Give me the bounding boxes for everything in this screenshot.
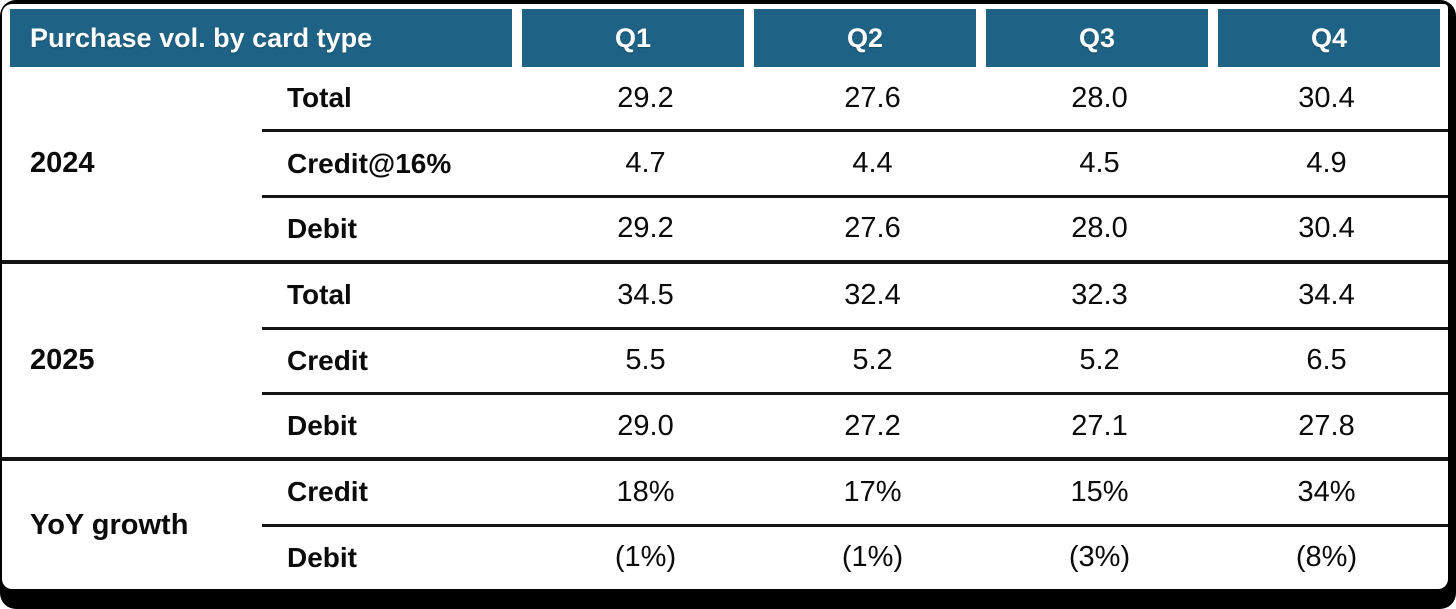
year-group-2024: 2024 Total 29.2 27.6 28.0 30.4 Credit@16…: [2, 67, 1448, 260]
cell-value: 27.6: [844, 212, 901, 245]
column-header-q2: Q2: [754, 9, 976, 67]
table-row: Debit 29.2 27.6 28.0 30.4: [262, 194, 1448, 260]
row-label: Debit: [287, 212, 357, 244]
cell-value: 29.0: [617, 409, 674, 442]
cell-value: (3%): [1068, 541, 1131, 574]
table-row: Credit 18% 17% 15% 34%: [262, 461, 1448, 523]
cell-value: 30.4: [1298, 212, 1355, 245]
table-body: 2024 Total 29.2 27.6 28.0 30.4 Credit@16…: [2, 67, 1448, 589]
table-row: Debit (1%) (1%) (3%) (8%): [262, 523, 1448, 589]
cell-value: 18%: [616, 475, 675, 508]
group-rows: Total 34.5 32.4 32.3 34.4 Credit 5.5 5.2…: [262, 264, 1448, 457]
cell-value: (1%): [614, 541, 677, 574]
table-row: Credit 5.5 5.2 5.2 6.5: [262, 326, 1448, 392]
cell-value: 34.4: [1298, 278, 1355, 311]
row-label: Debit: [287, 541, 357, 573]
cell-value: 29.2: [617, 212, 674, 245]
cell-value: 4.9: [1306, 147, 1347, 180]
year-group-2025: 2025 Total 34.5 32.4 32.3 34.4 Credit 5.…: [2, 260, 1448, 457]
cell-value: 27.2: [844, 409, 901, 442]
cell-value: 4.5: [1079, 147, 1120, 180]
column-header-q3: Q3: [986, 9, 1208, 67]
table-row: Credit@16% 4.7 4.4 4.5 4.9: [262, 129, 1448, 194]
column-header-q4: Q4: [1218, 9, 1440, 67]
cell-value: 15%: [1070, 475, 1129, 508]
row-label: Credit@16%: [287, 147, 452, 179]
row-label: Total: [287, 279, 352, 311]
row-label: Credit: [287, 344, 368, 376]
cell-value: (1%): [841, 541, 904, 574]
table-row: Total 29.2 27.6 28.0 30.4: [262, 67, 1448, 129]
cell-value: (8%): [1295, 541, 1358, 574]
cell-value: 5.2: [852, 344, 893, 377]
row-label: Debit: [287, 410, 357, 442]
cell-value: 32.4: [844, 278, 901, 311]
table-card: Purchase vol. by card type Q1 Q2 Q3 Q4 2…: [2, 4, 1448, 589]
cell-value: 29.2: [617, 81, 674, 114]
cell-value: 27.6: [844, 81, 901, 114]
cell-value: 4.7: [625, 147, 666, 180]
cell-value: 17%: [843, 475, 902, 508]
cell-value: 27.8: [1298, 409, 1355, 442]
cell-value: 5.2: [1079, 344, 1120, 377]
cell-value: 27.1: [1071, 409, 1128, 442]
table-row: Debit 29.0 27.2 27.1 27.8: [262, 391, 1448, 457]
cell-value: 28.0: [1071, 212, 1128, 245]
table-row: Total 34.5 32.4 32.3 34.4: [262, 264, 1448, 326]
cell-value: 5.5: [625, 344, 666, 377]
table-title: Purchase vol. by card type: [10, 9, 512, 67]
cell-value: 30.4: [1298, 81, 1355, 114]
cell-value: 34%: [1297, 475, 1356, 508]
cell-value: 34.5: [617, 278, 674, 311]
row-label: Credit: [287, 476, 368, 508]
column-header-q1: Q1: [522, 9, 744, 67]
cell-value: 6.5: [1306, 344, 1347, 377]
year-label: 2024: [30, 147, 95, 180]
cell-value: 32.3: [1071, 278, 1128, 311]
year-label: 2025: [30, 344, 95, 377]
row-label: Total: [287, 82, 352, 114]
year-label: YoY growth: [30, 508, 189, 541]
cell-value: 4.4: [852, 147, 893, 180]
group-rows: Total 29.2 27.6 28.0 30.4 Credit@16% 4.7…: [262, 67, 1448, 260]
cell-value: 28.0: [1071, 81, 1128, 114]
year-group-yoy-growth: YoY growth Credit 18% 17% 15% 34% Debit …: [2, 457, 1448, 589]
table-header-row: Purchase vol. by card type Q1 Q2 Q3 Q4: [10, 9, 1440, 67]
group-rows: Credit 18% 17% 15% 34% Debit (1%) (1%) (…: [262, 461, 1448, 589]
